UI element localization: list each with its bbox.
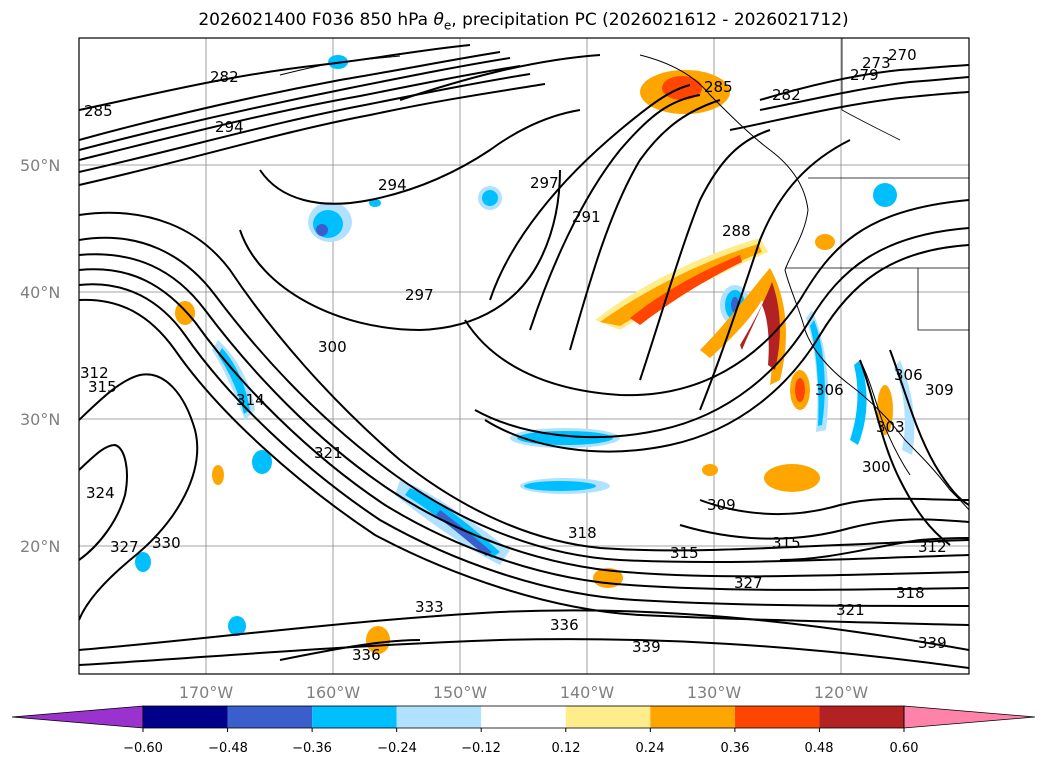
contour-label: 339 bbox=[632, 638, 661, 656]
state-borders bbox=[785, 38, 969, 331]
contour-label: 297 bbox=[405, 286, 434, 304]
lon-label: 150°W bbox=[433, 683, 488, 702]
contour-label: 336 bbox=[550, 616, 579, 634]
contour-label: 321 bbox=[836, 601, 865, 619]
colorbar-tick-label: 0.60 bbox=[890, 741, 919, 756]
contour-label: 291 bbox=[572, 208, 601, 226]
contour-label: 273 bbox=[862, 54, 891, 72]
contour-label: 312 bbox=[918, 538, 947, 556]
contour-label: 333 bbox=[415, 598, 444, 616]
contour-label: 300 bbox=[318, 338, 347, 356]
colorbar-swatch bbox=[734, 706, 820, 728]
map-panel: 282 285 294 294 297 291 288 297 300 314 … bbox=[79, 38, 969, 674]
lat-label: 50°N bbox=[20, 156, 60, 175]
colorbar-swatch bbox=[312, 706, 397, 728]
latitude-labels: 50°N 40°N 30°N 20°N bbox=[20, 156, 60, 556]
colorbar-tick-label: −0.60 bbox=[123, 741, 163, 756]
contour-label: 294 bbox=[378, 176, 407, 194]
contour-label: 303 bbox=[876, 418, 905, 436]
colorbar-extend-max bbox=[903, 705, 1036, 729]
colorbar-ticks: −0.60 −0.48 −0.36 −0.24 −0.12 0.12 0.24 … bbox=[123, 741, 918, 756]
title-suffix: , precipitation PC (2026021612 - 2026021… bbox=[451, 10, 849, 30]
colorbar-tick-label: 0.24 bbox=[636, 741, 665, 756]
contour-label: 294 bbox=[215, 118, 244, 136]
longitude-labels: 170°W 160°W 150°W 140°W 130°W 120°W bbox=[179, 683, 869, 702]
contour-label: 279 bbox=[850, 66, 879, 84]
lon-label: 160°W bbox=[306, 683, 361, 702]
title-text: 2026021400 F036 850 hPa bbox=[198, 10, 434, 30]
contour-label: 285 bbox=[84, 102, 113, 120]
contour-label: 309 bbox=[925, 381, 954, 399]
contour-label: 282 bbox=[210, 68, 239, 86]
contour-label: 288 bbox=[722, 222, 751, 240]
contour-label: 315 bbox=[670, 544, 699, 562]
colorbar-tick-label: −0.12 bbox=[461, 741, 501, 756]
colorbar-swatch bbox=[565, 706, 651, 728]
contour-label: 297 bbox=[530, 174, 559, 192]
colorbar-swatch bbox=[650, 706, 735, 728]
colorbar-swatch bbox=[143, 706, 228, 728]
colorbar-swatch bbox=[227, 706, 313, 728]
theta-e-contours bbox=[79, 44, 969, 669]
contour-label: 285 bbox=[704, 78, 733, 96]
lat-label: 40°N bbox=[20, 283, 60, 302]
contour-label: 312 bbox=[80, 364, 109, 382]
contour-label: 282 bbox=[772, 86, 801, 104]
contour-label: 339 bbox=[918, 634, 947, 652]
colorbar-swatch bbox=[481, 706, 566, 728]
colorbar-tick-label: −0.36 bbox=[292, 741, 332, 756]
contour-label: 318 bbox=[896, 584, 925, 602]
contour-label: 314 bbox=[236, 391, 265, 409]
lon-label: 170°W bbox=[179, 683, 234, 702]
colorbar bbox=[11, 705, 1036, 732]
precip-negative bbox=[135, 55, 915, 636]
contour-label: 300 bbox=[862, 458, 891, 476]
lon-label: 120°W bbox=[814, 683, 869, 702]
colorbar-tick-label: −0.24 bbox=[377, 741, 417, 756]
lon-label: 130°W bbox=[687, 683, 742, 702]
colorbar-tick-label: 0.36 bbox=[721, 741, 750, 756]
contour-label: 327 bbox=[734, 574, 763, 592]
lat-label: 30°N bbox=[20, 410, 60, 429]
contour-label: 306 bbox=[815, 381, 844, 399]
contour-label: 306 bbox=[894, 366, 923, 384]
contour-label: 336 bbox=[352, 646, 381, 664]
contour-label: 309 bbox=[707, 496, 736, 514]
contour-label: 330 bbox=[152, 534, 181, 552]
contour-label: 321 bbox=[314, 444, 343, 462]
colorbar-tick-label: −0.48 bbox=[208, 741, 248, 756]
lat-label: 20°N bbox=[20, 537, 60, 556]
contour-label: 327 bbox=[110, 538, 139, 556]
map-title: 2026021400 F036 850 hPa θe, precipitatio… bbox=[0, 10, 1047, 32]
colorbar-swatch bbox=[819, 706, 904, 728]
contour-label: 324 bbox=[86, 484, 115, 502]
colorbar-extend-min bbox=[11, 705, 144, 729]
precip-positive bbox=[175, 70, 893, 654]
colorbar-tick-label: 0.12 bbox=[552, 741, 581, 756]
title-theta: θ bbox=[433, 10, 444, 30]
contour-label: 318 bbox=[568, 524, 597, 542]
colorbar-outline bbox=[142, 705, 905, 729]
contour-labels: 282 285 294 294 297 291 288 297 300 314 … bbox=[80, 46, 954, 664]
title-theta-sub: e bbox=[443, 18, 452, 33]
map-frame bbox=[78, 37, 970, 675]
contour-label: 315 bbox=[88, 378, 117, 396]
contour-label: 270 bbox=[888, 46, 917, 64]
colorbar-tick-label: 0.48 bbox=[805, 741, 834, 756]
graticule bbox=[79, 38, 969, 674]
lon-label: 140°W bbox=[560, 683, 615, 702]
coastline bbox=[279, 54, 969, 511]
colorbar-swatch bbox=[396, 706, 482, 728]
contour-label: 315 bbox=[772, 534, 801, 552]
